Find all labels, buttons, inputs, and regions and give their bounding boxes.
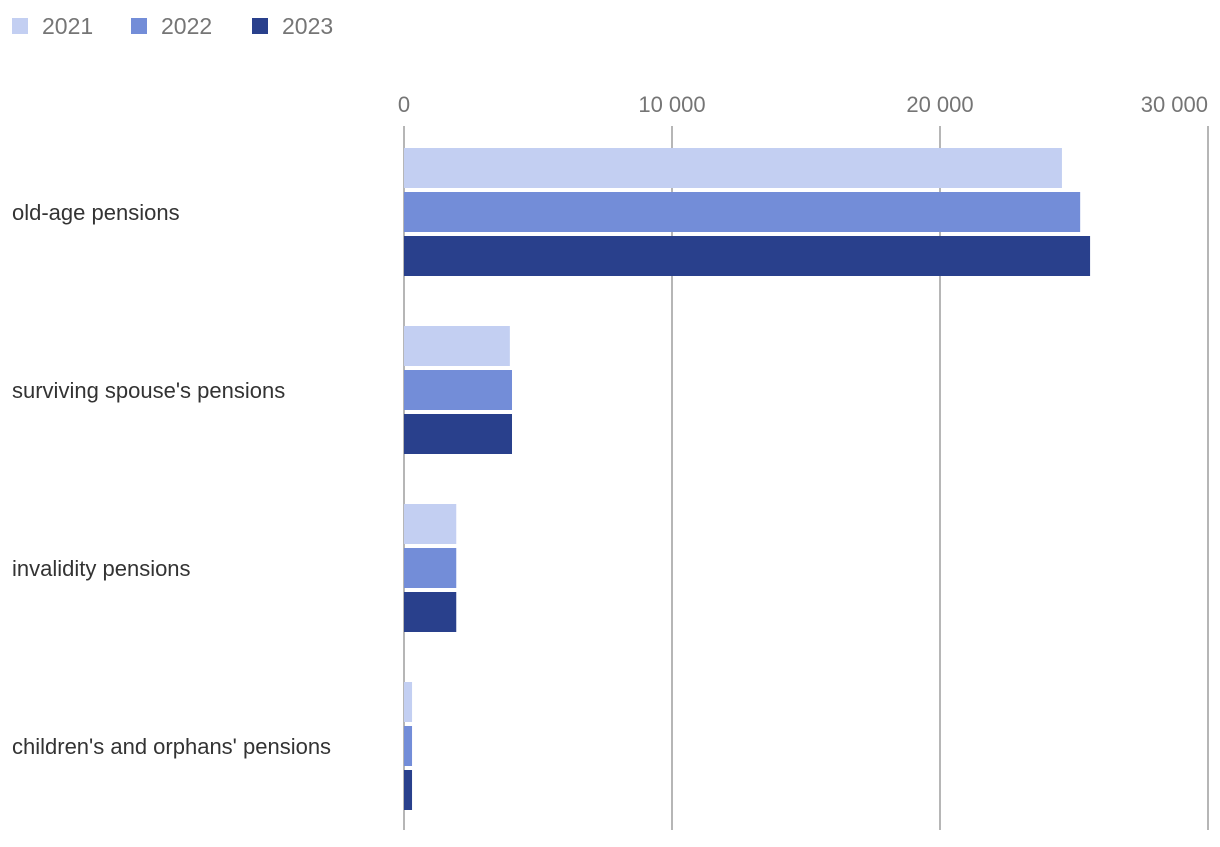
bar-2021-1 bbox=[404, 326, 510, 366]
bar-2022-3 bbox=[404, 726, 413, 766]
x-tick-label: 20 000 bbox=[906, 92, 973, 117]
category-label: invalidity pensions bbox=[12, 556, 191, 581]
category-label: surviving spouse's pensions bbox=[12, 378, 285, 403]
bar-2023-0 bbox=[404, 236, 1091, 276]
bar-2023-1 bbox=[404, 414, 513, 454]
legend: 2021 2022 2023 bbox=[12, 13, 333, 39]
legend-label-2023: 2023 bbox=[282, 13, 333, 39]
x-tick-label: 0 bbox=[398, 92, 410, 117]
legend-label-2022: 2022 bbox=[161, 13, 212, 39]
category-labels: old-age pensions surviving spouse's pensi… bbox=[12, 200, 331, 759]
bar-2022-1 bbox=[404, 370, 513, 410]
bar-2023-3 bbox=[404, 770, 413, 810]
x-tick-label: 30 000 bbox=[1141, 92, 1208, 117]
legend-swatch-2022 bbox=[131, 18, 147, 34]
legend-label-2021: 2021 bbox=[42, 13, 93, 39]
x-axis-ticks: 0 10 000 20 000 30 000 bbox=[398, 92, 1208, 117]
legend-swatch-2021 bbox=[12, 18, 28, 34]
bar-2021-3 bbox=[404, 682, 413, 722]
category-label: old-age pensions bbox=[12, 200, 180, 225]
bar-2021-0 bbox=[404, 148, 1062, 188]
x-tick-label: 10 000 bbox=[638, 92, 705, 117]
legend-swatch-2023 bbox=[252, 18, 268, 34]
bar-2022-2 bbox=[404, 548, 457, 588]
bars bbox=[404, 148, 1091, 810]
bar-2021-2 bbox=[404, 504, 457, 544]
bar-2022-0 bbox=[404, 192, 1081, 232]
category-label: children's and orphans' pensions bbox=[12, 734, 331, 759]
bar-2023-2 bbox=[404, 592, 457, 632]
